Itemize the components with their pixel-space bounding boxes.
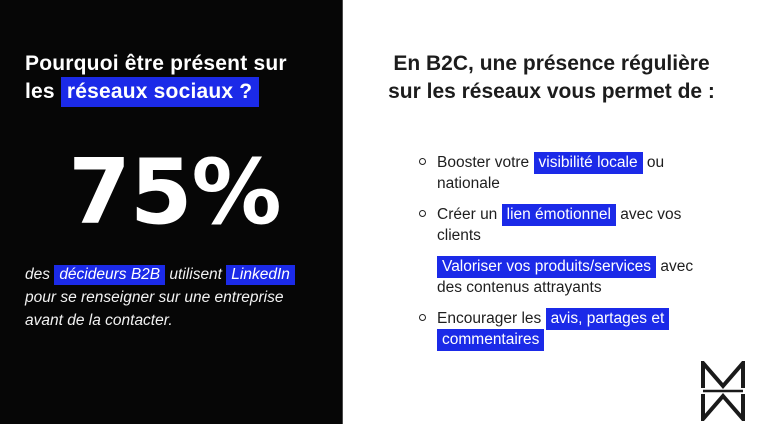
bullet-text: Valoriser vos produits/services avec des … — [437, 256, 715, 298]
bullet-item: Valoriser vos produits/services avec des … — [419, 256, 760, 298]
text-segment: Pourquoi être présent sur — [25, 52, 287, 75]
text-segment: Encourager les — [437, 310, 546, 327]
text-segment: pour se renseigner sur une entreprise — [25, 289, 284, 307]
bullet-list: Booster votre visibilité locale ou nation… — [419, 152, 760, 351]
bullet-item: Booster votre visibilité locale ou nation… — [419, 152, 760, 194]
text-segment: Créer un — [437, 206, 502, 223]
bullet-text: Booster votre visibilité locale ou nation… — [437, 152, 715, 194]
highlighted-text: LinkedIn — [226, 265, 295, 286]
highlighted-text: décideurs B2B — [54, 265, 166, 286]
right-panel: En B2C, une présence régulière sur les ré… — [343, 0, 760, 424]
highlighted-text: Valoriser vos produits/services — [437, 256, 657, 278]
text-segment: En B2C, une présence régulière — [393, 52, 710, 75]
highlighted-text: visibilité locale — [533, 152, 643, 174]
text-segment: Booster votre — [437, 154, 534, 171]
bullet-marker-icon — [419, 314, 426, 321]
left-title: Pourquoi être présent sur les réseaux soc… — [25, 50, 335, 107]
bullet-marker-icon — [419, 158, 426, 165]
text-segment: ou — [642, 154, 665, 171]
highlighted-text: réseaux sociaux ? — [60, 77, 260, 107]
bullet-item: Encourager les avis, partages et commenta… — [419, 308, 760, 351]
stat-value: 75% — [68, 140, 281, 245]
text-segment: nationale — [437, 175, 500, 192]
highlighted-text: commentaires — [437, 329, 545, 351]
bullet-marker-icon — [419, 210, 426, 217]
left-panel: Pourquoi être présent sur les réseaux soc… — [0, 0, 343, 424]
bullet-item: Créer un lien émotionnel avec vos clients — [419, 204, 760, 246]
highlighted-text: avis, partages et — [545, 308, 670, 330]
stat-caption: des décideurs B2B utilisent LinkedIn pour… — [25, 263, 325, 332]
text-segment: les — [25, 80, 61, 103]
text-segment: avec — [656, 258, 694, 275]
text-segment: utilisent — [165, 266, 227, 284]
text-segment: clients — [437, 227, 481, 244]
right-heading: En B2C, une présence régulière sur les ré… — [343, 50, 760, 106]
text-segment: des — [25, 266, 55, 284]
bullet-text: Créer un lien émotionnel avec vos clients — [437, 204, 715, 246]
text-segment: avec vos — [615, 206, 682, 223]
text-segment: sur les réseaux vous permet de : — [388, 80, 715, 103]
bullet-text: Encourager les avis, partages et commenta… — [437, 308, 715, 351]
text-segment: avant de la contacter. — [25, 312, 173, 330]
highlighted-text: lien émotionnel — [501, 204, 616, 226]
text-segment: des contenus attrayants — [437, 279, 602, 296]
logo-mw-monogram-icon — [700, 361, 746, 421]
